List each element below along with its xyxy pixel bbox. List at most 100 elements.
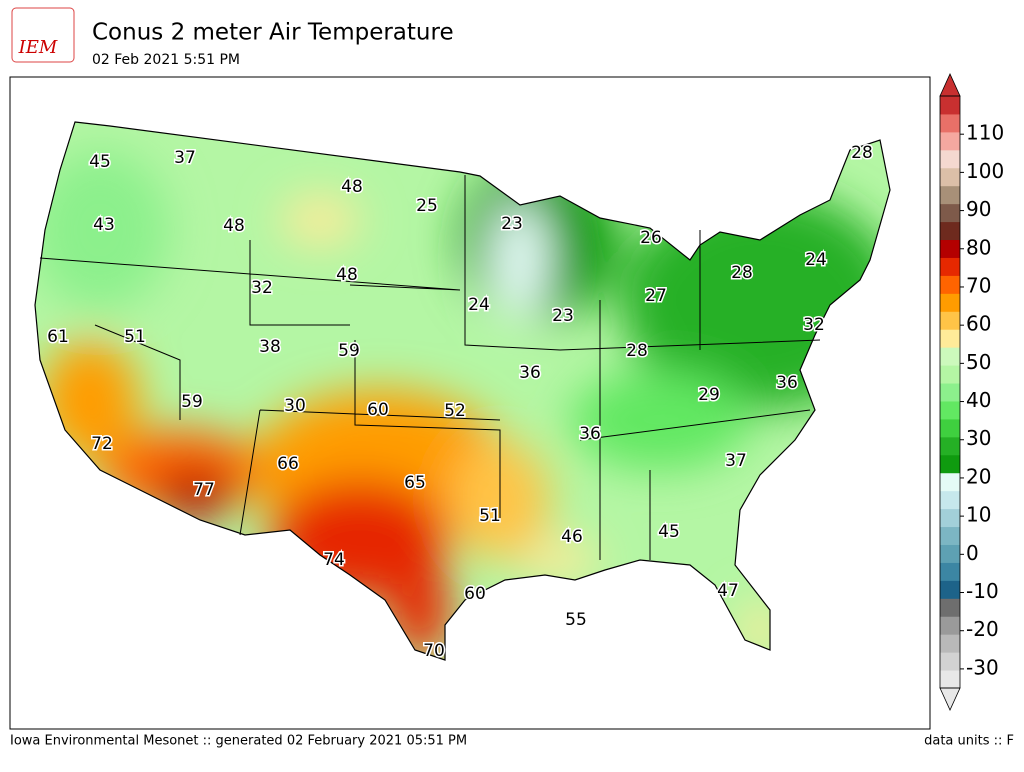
colorbar-segment — [940, 436, 960, 456]
temperature-label: 36 — [519, 363, 541, 383]
temperature-label: 32 — [251, 278, 273, 298]
colorbar-tick-label: -20 — [966, 617, 999, 641]
colorbar-segment — [940, 185, 960, 205]
colorbar-segment — [940, 221, 960, 241]
colorbar-segment — [940, 149, 960, 169]
temperature-label: 24 — [805, 250, 827, 270]
state-lines — [39, 175, 821, 560]
colorbar-over — [939, 73, 961, 97]
temperature-label: 60 — [464, 584, 486, 604]
colorbar-segment — [940, 454, 960, 474]
footer-right: data units :: F — [924, 734, 1014, 749]
colorbar-tick-label: 0 — [966, 541, 979, 565]
temperature-label: 51 — [124, 327, 146, 347]
temperature-label: 38 — [259, 337, 281, 357]
temperature-label: 52 — [444, 401, 466, 421]
temperature-label: 32 — [803, 315, 825, 335]
colorbar-tick-label: 90 — [966, 197, 991, 221]
temperature-label: 59 — [181, 392, 203, 412]
temperature-label: 25 — [416, 196, 438, 216]
colorbar-segment — [940, 257, 960, 276]
temperature-label: 45 — [658, 522, 680, 542]
temperature-label: 28 — [851, 143, 873, 163]
logo: IEM — [18, 37, 58, 58]
temperature-label: 55 — [565, 610, 587, 630]
temperature-label: 23 — [501, 214, 523, 234]
temperature-label: 72 — [91, 434, 113, 454]
temperature-label: 45 — [89, 152, 111, 172]
colorbar-segment — [940, 167, 960, 187]
temperature-label: 29 — [698, 385, 720, 405]
colorbar-segment — [940, 311, 960, 330]
temperature-label: 27 — [645, 286, 667, 306]
colorbar-segment — [940, 418, 960, 438]
colorbar-segment — [940, 598, 960, 617]
temperature-label: 61 — [47, 327, 69, 347]
temperature-label: 36 — [776, 373, 798, 393]
temperature-label: 26 — [640, 228, 662, 248]
subtitle: 02 Feb 2021 5:51 PM — [92, 52, 240, 68]
colorbar-segment — [940, 634, 960, 653]
temperature-label: 28 — [626, 341, 648, 361]
colorbar-segment — [940, 526, 960, 545]
temperature-label: 46 — [561, 527, 583, 547]
temperature-label: 48 — [336, 265, 358, 285]
temperature-label: 51 — [479, 506, 501, 526]
colorbar-tick-label: 10 — [966, 503, 991, 527]
temperature-label: 37 — [174, 148, 196, 168]
colorbar-segment — [940, 400, 960, 420]
colorbar-segment — [940, 616, 960, 635]
colorbar-tick-label: 80 — [966, 235, 991, 259]
temperature-label: 47 — [717, 581, 739, 601]
colorbar-segment — [940, 275, 960, 294]
colorbar-segment — [940, 347, 960, 366]
temperature-label: 65 — [404, 473, 426, 493]
temperature-label: 60 — [367, 400, 389, 420]
temperature-label: 37 — [725, 451, 747, 471]
colorbar-segment — [940, 670, 960, 689]
footer-left: Iowa Environmental Mesonet :: generated … — [10, 734, 467, 749]
temperature-label: 28 — [731, 263, 753, 283]
temperature-label: 48 — [341, 177, 363, 197]
logo-box — [11, 7, 75, 63]
colorbar-segment — [940, 96, 960, 115]
colorbar-tick-label: 30 — [966, 426, 991, 450]
colorbar-segment — [940, 293, 960, 312]
colorbar-segment — [940, 652, 960, 671]
colorbar-tick-label: 110 — [966, 121, 1004, 145]
colorbar-tick-label: 60 — [966, 312, 991, 336]
colorbar-tick-label: 20 — [966, 464, 991, 488]
colorbar-segment — [940, 490, 960, 510]
temperature-label: 70 — [423, 641, 445, 661]
colorbar-tick-label: 40 — [966, 388, 991, 412]
colorbar-segment — [940, 508, 960, 528]
colorbar-segment — [940, 472, 960, 492]
title: Conus 2 meter Air Temperature — [92, 20, 454, 46]
temperature-label: 77 — [193, 480, 215, 500]
colorbar-tick-label: 70 — [966, 273, 991, 297]
colorbar-segment — [940, 239, 960, 258]
colorbar-segment — [940, 383, 960, 402]
temperature-label: 66 — [277, 454, 299, 474]
temperature-label: 43 — [93, 215, 115, 235]
temperature-label: 24 — [468, 295, 490, 315]
colorbar-segment — [940, 131, 960, 151]
colorbar-frame — [939, 95, 961, 689]
temperature-label: 36 — [579, 424, 601, 444]
temperature-label: 30 — [284, 396, 306, 416]
colorbar-segment — [940, 580, 960, 599]
colorbar-segment — [940, 113, 960, 133]
colorbar-tick-label: -10 — [966, 579, 999, 603]
colorbar-tick-label: 50 — [966, 350, 991, 374]
temperature-label: 74 — [323, 550, 345, 570]
temperature-label: 59 — [338, 341, 360, 361]
colorbar-segment — [940, 544, 960, 563]
colorbar-tick-label: 100 — [966, 159, 1004, 183]
temperature-label: 48 — [223, 216, 245, 236]
colorbar-tick-label: -30 — [966, 655, 999, 679]
colorbar-under — [939, 687, 961, 711]
colorbar-segment — [940, 562, 960, 581]
temperature-label: 23 — [552, 306, 574, 326]
colorbar-segment — [940, 203, 960, 223]
